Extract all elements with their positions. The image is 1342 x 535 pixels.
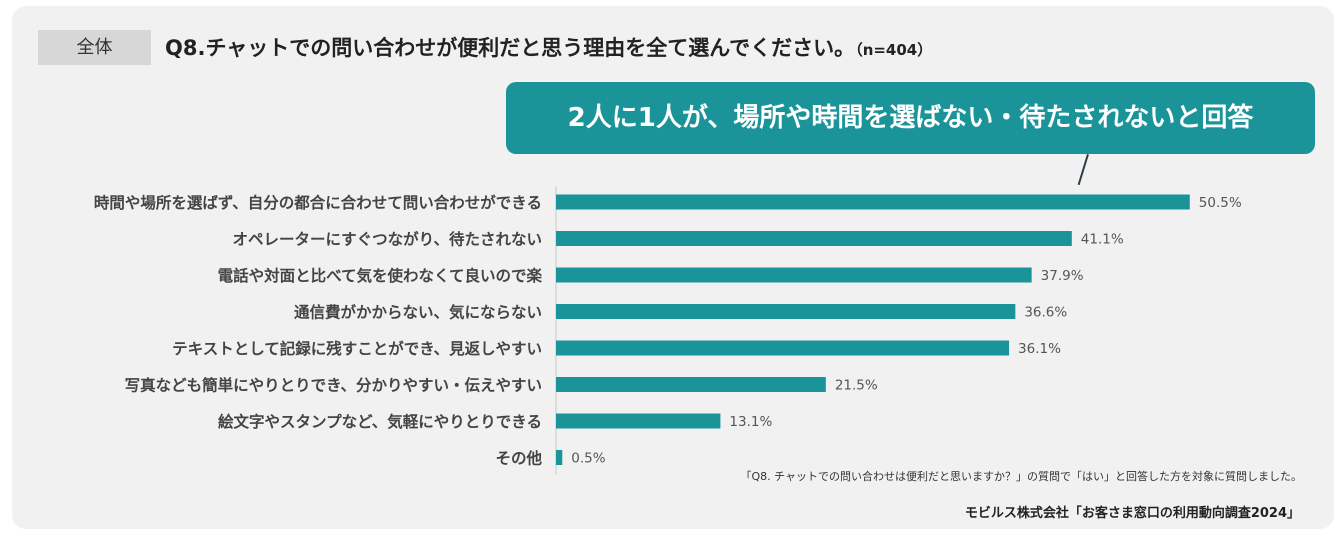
question-text: Q8.チャットでの問い合わせが便利だと思う理由を全て選んでください。 [165, 36, 856, 60]
bar [556, 231, 1072, 246]
value-label: 0.5% [571, 451, 605, 467]
callout-banner: 2人に1人が、場所や時間を選ばない・待たされないと回答 [506, 82, 1315, 154]
sample-size: （n=404） [855, 41, 933, 59]
category-label: 絵文字やスタンプなど、気軽にやりとりできる [218, 412, 542, 431]
category-label: 写真なども簡単にやりとりでき、分かりやすい・伝えやすい [125, 376, 542, 395]
chart-title: Q8.チャットでの問い合わせが便利だと思う理由を全て選んでください。（n=404… [165, 31, 932, 67]
value-label: 36.1% [1018, 341, 1061, 357]
value-label: 36.6% [1024, 305, 1067, 321]
footnote: 「Q8. チャットでの問い合わせは便利だと思いますか？」の質問で「はい」と回答し… [740, 470, 1302, 483]
value-label: 37.9% [1041, 268, 1084, 284]
source-credit: モビルス株式会社「お客さま窓口の利用動向調査2024」 [964, 506, 1300, 521]
bar [556, 267, 1032, 283]
category-label: 通信費がかからない、気にならない [294, 303, 542, 322]
bar [556, 377, 826, 392]
bar [556, 450, 563, 465]
bar [556, 304, 1016, 319]
category-label: テキストとして記録に残すことができ、見返しやすい [172, 339, 542, 358]
value-label: 21.5% [835, 378, 878, 394]
category-label: 電話や対面と比べて気を使わなくて良いので楽 [218, 266, 543, 285]
segment-tag: 全体 [38, 30, 151, 65]
category-label: その他 [495, 449, 542, 468]
category-label: 時間や場所を選ばず、自分の都合に合わせて問い合わせができる [94, 193, 542, 212]
value-label: 41.1% [1081, 232, 1124, 248]
value-label: 13.1% [729, 414, 772, 430]
bar [556, 194, 1190, 210]
bar [556, 340, 1010, 356]
category-label: オペレーターにすぐつながり、待たされない [232, 230, 542, 249]
value-label: 50.5% [1199, 195, 1242, 211]
bar [556, 413, 721, 429]
